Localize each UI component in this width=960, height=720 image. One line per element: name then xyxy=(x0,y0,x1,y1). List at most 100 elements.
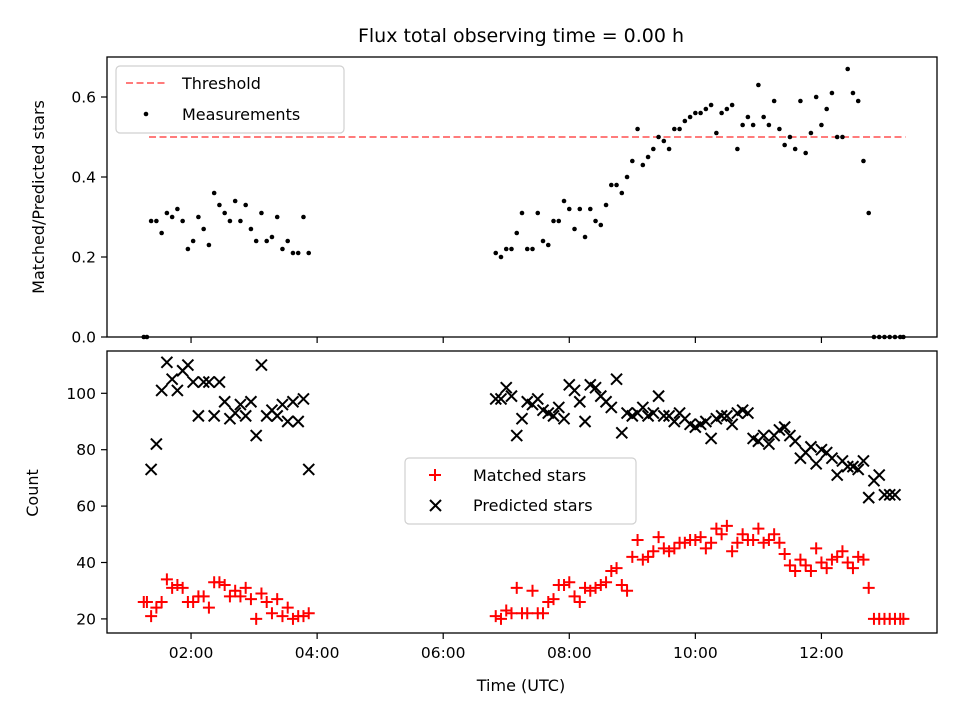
measurements-point xyxy=(708,102,714,108)
matched-stars-point xyxy=(568,590,581,603)
measurements-point xyxy=(645,154,651,160)
matched-stars-point xyxy=(825,553,838,566)
matched-stars-point xyxy=(810,542,823,555)
matched-stars-point xyxy=(846,562,859,575)
count-x-tick-label: 06:00 xyxy=(421,644,466,662)
count-y-tick-label: 100 xyxy=(66,385,96,403)
measurements-point xyxy=(777,126,782,132)
measurements-point xyxy=(656,134,661,140)
measurements-point xyxy=(840,134,845,140)
matched-stars-point xyxy=(239,581,252,594)
predicted-stars-point xyxy=(704,432,718,445)
measurements-point xyxy=(587,206,593,212)
measurements-point xyxy=(582,234,588,240)
matched-stars-point xyxy=(663,545,676,558)
count-x-tick-label: 12:00 xyxy=(799,644,844,662)
matched-stars-point xyxy=(757,536,770,549)
predicted-stars-point xyxy=(276,398,289,411)
count-y-tick-label: 80 xyxy=(76,441,96,459)
ratio-y-axis-title: Matched/Predicted stars xyxy=(29,100,48,294)
predicted-stars-point xyxy=(851,463,865,476)
ratio-legend: Threshold Measurements xyxy=(115,65,345,134)
ratio-legend-box xyxy=(115,65,345,134)
predicted-stars-point xyxy=(699,415,713,428)
matched-stars-point xyxy=(558,579,571,592)
matched-stars-point xyxy=(736,528,749,541)
measurements-point xyxy=(243,202,248,208)
predicted-stars-point xyxy=(510,429,523,442)
count-plot-frame xyxy=(106,350,938,634)
matched-stars-point xyxy=(731,536,744,549)
matched-stars-point xyxy=(605,564,618,577)
measurements-point xyxy=(824,106,829,112)
predicted-stars-point xyxy=(788,435,802,448)
matched-stars-series xyxy=(137,519,910,625)
measurements-point xyxy=(264,238,269,244)
measurements-point xyxy=(640,162,646,168)
predicted-stars-point xyxy=(197,375,210,389)
measurements-point xyxy=(834,134,840,140)
measurements-point xyxy=(154,218,159,224)
matched-stars-point xyxy=(897,612,910,625)
measurements-point xyxy=(159,230,164,236)
predicted-stars-point xyxy=(181,358,195,372)
measurements-point xyxy=(519,210,525,216)
matched-stars-point xyxy=(799,559,812,572)
measurements-point xyxy=(740,122,745,128)
matched-stars-point xyxy=(213,576,226,589)
measurements-point xyxy=(682,118,688,124)
ratio-y-tick-label: 0.0 xyxy=(71,329,96,347)
predicted-stars-point xyxy=(144,463,158,476)
predicted-stars-point xyxy=(255,358,268,372)
measurements-point xyxy=(295,250,301,256)
predicted-stars-point xyxy=(857,454,870,468)
measurements-point xyxy=(693,110,698,116)
predicted-stars-point xyxy=(757,429,770,442)
matched-stars-point xyxy=(302,607,315,620)
measurements-point xyxy=(556,218,562,224)
predicted-stars-point xyxy=(725,418,739,431)
predicted-stars-point xyxy=(500,381,513,394)
measurements-point xyxy=(661,138,667,144)
measurements-point xyxy=(687,114,693,120)
measurements-point xyxy=(274,214,280,220)
measurements-point xyxy=(269,234,275,240)
matched-stars-point xyxy=(150,601,163,614)
matched-stars-point xyxy=(521,607,534,620)
measurements-legend-marker xyxy=(143,111,149,117)
measurements-point xyxy=(175,206,180,212)
ratio-y-tick-label: 0.2 xyxy=(71,249,96,267)
matched-stars-point xyxy=(720,519,733,532)
matched-stars-point xyxy=(500,604,513,617)
predicted-stars-point xyxy=(715,409,728,423)
predicted-stars-point xyxy=(213,375,226,389)
predicted-stars-point xyxy=(494,392,508,406)
count-x-tick-label: 08:00 xyxy=(547,644,592,662)
measurements-point xyxy=(861,158,866,164)
measurements-point xyxy=(813,94,819,100)
matched-stars-point xyxy=(234,590,247,603)
measurements-point xyxy=(227,218,233,224)
measurements-point xyxy=(855,98,861,104)
measurements-point xyxy=(771,98,777,104)
matched-stars-point xyxy=(271,593,284,606)
matched-stars-point xyxy=(276,610,289,623)
matched-stars-point xyxy=(610,562,623,575)
matched-stars-point xyxy=(804,564,817,577)
predicted-stars-point xyxy=(668,415,681,428)
count-y-tick-label: 60 xyxy=(76,498,96,516)
measurements-point xyxy=(164,210,170,216)
matched-stars-point xyxy=(820,562,833,575)
matched-stars-point xyxy=(636,553,649,566)
measurements-legend-label: Measurements xyxy=(182,105,300,124)
matched-stars-point xyxy=(747,533,760,546)
matched-stars-point xyxy=(689,533,702,546)
measurements-point xyxy=(666,146,672,152)
count-panel: 02:00 04:00 06:00 08:00 10:00 12:00 20 40 60 80 10… xyxy=(23,350,938,695)
predicted-legend-label: Predicted stars xyxy=(473,496,593,515)
matched-stars-point xyxy=(140,595,153,608)
measurements-point xyxy=(232,198,238,204)
measurements-point xyxy=(829,90,835,96)
measurements-point xyxy=(530,246,535,252)
measurements-point xyxy=(509,246,514,252)
